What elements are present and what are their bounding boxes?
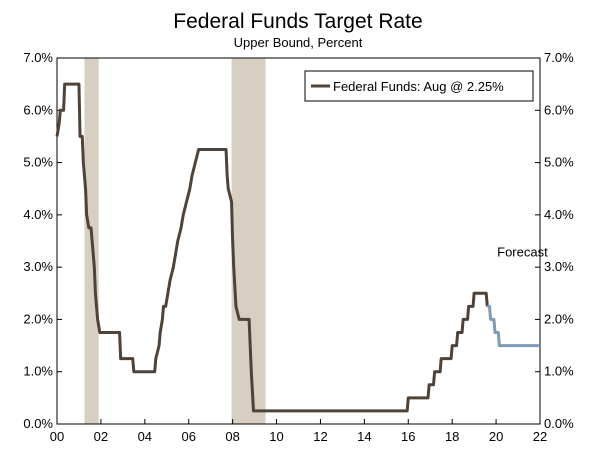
x-tick-label-10: 20 (489, 429, 503, 444)
y-tick-label-left-0: 0.0% (23, 416, 53, 431)
chart-title: Federal Funds Target Rate (173, 10, 422, 33)
legend-box (304, 70, 534, 102)
y-tick-label-left-4: 4.0% (23, 207, 53, 222)
forecast-annotation: Forecast (497, 245, 548, 260)
y-tick-label-left-2: 2.0% (23, 311, 53, 326)
plot-frame (56, 57, 541, 425)
axis-ticks: 0.0% 0.0% 1.0% 1.0% 2.0% 2.0% 3.0% 3.0% 4.0% 4.0%… (23, 50, 574, 444)
x-tick-label-5: 10 (269, 429, 283, 444)
x-tick-label-6: 12 (313, 429, 327, 444)
y-tick-label-left-1: 1.0% (23, 364, 53, 379)
y-tick-label-right-7: 7.0% (544, 50, 574, 65)
y-tick-label-right-5: 5.0% (544, 155, 574, 170)
recession-band-1 (231, 58, 266, 424)
x-tick-label-1: 02 (94, 429, 108, 444)
x-tick-label-11: 22 (533, 429, 547, 444)
y-tick-label-left-7: 7.0% (23, 50, 53, 65)
y-tick-label-right-6: 6.0% (544, 102, 574, 117)
y-tick-label-left-5: 5.0% (23, 155, 53, 170)
series-lines (55, 82, 539, 413)
fed-funds-series-line (55, 82, 489, 413)
y-tick-label-right-4: 4.0% (544, 207, 574, 222)
x-tick-label-4: 08 (225, 429, 239, 444)
y-tick-label-left-3: 3.0% (23, 259, 53, 274)
y-tick-label-left-6: 6.0% (23, 102, 53, 117)
x-tick-label-8: 16 (401, 429, 415, 444)
y-tick-label-right-1: 1.0% (544, 364, 574, 379)
legend-label: Federal Funds: Aug @ 2.25% (333, 79, 504, 94)
chart-subtitle: Upper Bound, Percent (234, 35, 363, 50)
x-tick-label-0: 00 (50, 429, 64, 444)
recession-bands (84, 58, 266, 424)
y-tick-label-right-2: 2.0% (544, 311, 574, 326)
x-tick-label-9: 18 (445, 429, 459, 444)
y-tick-label-right-3: 3.0% (544, 259, 574, 274)
legend: Federal Funds: Aug @ 2.25% (304, 70, 534, 102)
x-tick-label-7: 14 (357, 429, 371, 444)
x-tick-label-3: 06 (181, 429, 195, 444)
forecast-series-line (487, 304, 539, 348)
x-tick-label-2: 04 (138, 429, 152, 444)
y-tick-label-right-0: 0.0% (544, 416, 574, 431)
